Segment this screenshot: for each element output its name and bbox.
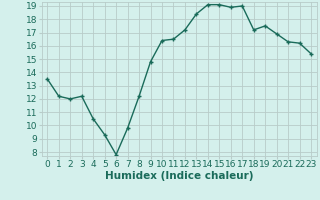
X-axis label: Humidex (Indice chaleur): Humidex (Indice chaleur) [105,171,253,181]
